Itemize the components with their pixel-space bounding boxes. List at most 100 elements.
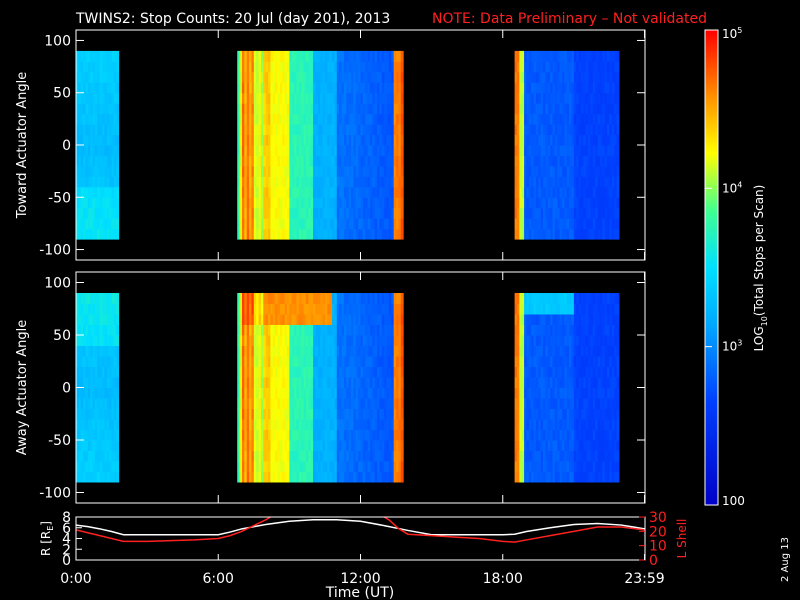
heatmap-cell: [289, 186, 293, 198]
heatmap-cell: [592, 366, 596, 378]
heatmap-cell: [580, 450, 584, 462]
heatmap-cell: [301, 408, 305, 420]
heatmap-cell: [305, 103, 309, 115]
heatmap-cell: [365, 366, 369, 378]
heatmap-cell: [308, 155, 312, 167]
heatmap-cell: [258, 377, 262, 388]
heatmap-cell: [109, 82, 113, 94]
heatmap-cell: [607, 186, 610, 198]
heatmap-cell: [298, 398, 302, 409]
heatmap-cell: [569, 145, 572, 156]
heatmap-cell: [590, 92, 594, 104]
heatmap-cell: [346, 165, 350, 177]
heatmap-cell: [358, 461, 361, 472]
heatmap-cell: [562, 303, 565, 315]
heatmap-cell: [298, 450, 302, 462]
heatmap-cell: [251, 293, 255, 304]
heatmap-cell: [540, 387, 544, 399]
heatmap-cell: [372, 197, 376, 209]
heatmap-cell: [526, 303, 530, 315]
heatmap-cell: [545, 176, 549, 188]
heatmap-cell: [351, 186, 354, 198]
heatmap-cell: [578, 408, 582, 420]
heatmap-cell: [590, 377, 594, 388]
heatmap-cell: [604, 207, 608, 219]
heatmap-cell: [590, 103, 594, 115]
heatmap-cell: [343, 197, 347, 209]
heatmap-cell: [258, 165, 262, 177]
heatmap-cell: [543, 303, 546, 315]
heatmap-cell: [92, 145, 96, 156]
heatmap-cell: [547, 165, 551, 177]
heatmap-cell: [585, 82, 589, 94]
heatmap-cell: [362, 186, 366, 198]
heatmap-cell: [298, 197, 302, 209]
heatmap-cell: [289, 176, 293, 188]
heatmap-cell: [249, 197, 252, 209]
heatmap-cell: [279, 461, 283, 472]
heatmap-cell: [396, 71, 399, 83]
heatmap-cell: [298, 356, 302, 367]
heatmap-cell: [317, 345, 321, 357]
heatmap-cell: [78, 366, 82, 378]
heatmap-cell: [611, 408, 615, 420]
orbit-right-label: L Shell: [675, 519, 689, 559]
heatmap-cell: [367, 324, 371, 336]
heatmap-cell: [303, 335, 307, 346]
heatmap-cell: [282, 186, 286, 198]
heatmap-cell: [251, 471, 255, 483]
heatmap-cell: [386, 440, 390, 451]
heatmap-cell: [616, 461, 620, 472]
heatmap-cell: [396, 440, 399, 451]
heatmap-cell: [353, 92, 357, 104]
heatmap-cell: [303, 314, 307, 325]
heatmap-cell: [362, 113, 366, 125]
heatmap-cell: [535, 471, 539, 483]
heatmap-cell: [116, 377, 120, 388]
heatmap-cell: [341, 145, 345, 156]
heatmap-cell: [343, 134, 347, 146]
heatmap-cell: [528, 398, 532, 409]
heatmap-cell: [287, 82, 290, 94]
heatmap-cell: [308, 207, 312, 219]
heatmap-cell: [528, 71, 532, 83]
heatmap-cell: [597, 408, 601, 420]
heatmap-cell: [388, 218, 392, 230]
heatmap-cell: [372, 345, 376, 357]
heatmap-cell: [272, 293, 276, 304]
heatmap-cell: [543, 50, 546, 62]
heatmap-cell: [400, 471, 404, 483]
heatmap-cell: [99, 228, 103, 240]
heatmap-cell: [573, 207, 577, 219]
heatmap-cell: [559, 293, 563, 304]
heatmap-cell: [514, 398, 518, 409]
heatmap-cell: [116, 113, 120, 125]
heatmap-cell: [336, 345, 340, 357]
heatmap-cell: [369, 419, 373, 430]
heatmap-cell: [308, 228, 312, 240]
heatmap-cell: [289, 471, 293, 483]
heatmap-cell: [588, 71, 591, 83]
heatmap-cell: [578, 440, 582, 451]
heatmap-cell: [106, 228, 110, 240]
heatmap-cell: [78, 165, 82, 177]
heatmap-cell: [583, 461, 587, 472]
heatmap-cell: [398, 324, 402, 336]
heatmap-cell: [535, 377, 539, 388]
heatmap-cell: [595, 398, 599, 409]
heatmap-cell: [268, 303, 271, 315]
heatmap-cell: [332, 335, 335, 346]
heatmap-cell: [317, 71, 321, 83]
heatmap-cell: [585, 61, 589, 73]
heatmap-cell: [78, 303, 82, 315]
heatmap-cell: [339, 124, 343, 136]
heatmap-cell: [552, 228, 556, 240]
heatmap-cell: [362, 293, 366, 304]
heatmap-cell: [334, 429, 338, 441]
heatmap-cell: [590, 145, 594, 156]
heatmap-cell: [329, 61, 333, 73]
heatmap-cell: [348, 356, 352, 367]
heatmap-cell: [611, 419, 615, 430]
heatmap-cell: [324, 461, 328, 472]
heatmap-cell: [526, 71, 530, 83]
